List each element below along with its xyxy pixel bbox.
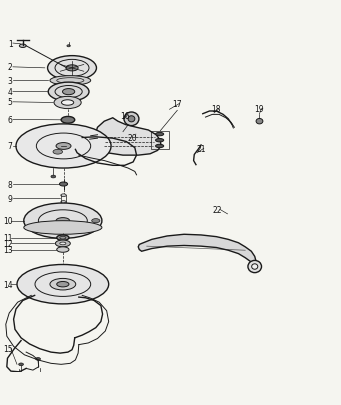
Ellipse shape bbox=[155, 145, 164, 148]
Ellipse shape bbox=[19, 363, 24, 366]
Ellipse shape bbox=[16, 125, 111, 168]
Ellipse shape bbox=[66, 66, 78, 72]
Ellipse shape bbox=[48, 83, 89, 102]
Ellipse shape bbox=[61, 194, 66, 197]
Text: 15: 15 bbox=[3, 344, 13, 353]
Text: 2: 2 bbox=[8, 63, 13, 72]
Ellipse shape bbox=[50, 279, 76, 290]
Ellipse shape bbox=[92, 219, 100, 223]
Ellipse shape bbox=[17, 265, 109, 304]
Ellipse shape bbox=[36, 358, 41, 360]
Ellipse shape bbox=[24, 204, 102, 239]
Ellipse shape bbox=[59, 183, 68, 187]
Text: 18: 18 bbox=[212, 105, 221, 114]
Ellipse shape bbox=[47, 56, 97, 81]
Text: 4: 4 bbox=[8, 87, 13, 96]
Text: 22: 22 bbox=[213, 205, 222, 214]
Ellipse shape bbox=[124, 113, 139, 126]
Ellipse shape bbox=[128, 117, 135, 123]
Text: 19: 19 bbox=[254, 105, 264, 114]
Ellipse shape bbox=[56, 143, 71, 150]
Ellipse shape bbox=[252, 264, 258, 270]
Ellipse shape bbox=[57, 235, 69, 241]
Text: 17: 17 bbox=[172, 100, 181, 109]
Text: 9: 9 bbox=[8, 194, 13, 203]
Bar bbox=[151, 131, 169, 150]
Polygon shape bbox=[138, 234, 257, 273]
Text: 21: 21 bbox=[196, 145, 206, 153]
Text: 20: 20 bbox=[128, 134, 137, 143]
Ellipse shape bbox=[67, 46, 70, 48]
Text: 7: 7 bbox=[8, 142, 13, 151]
Text: 3: 3 bbox=[8, 77, 13, 86]
Text: 8: 8 bbox=[8, 180, 13, 189]
Ellipse shape bbox=[24, 221, 102, 234]
Ellipse shape bbox=[57, 282, 69, 287]
Ellipse shape bbox=[256, 119, 263, 125]
Text: 6: 6 bbox=[8, 116, 13, 125]
Ellipse shape bbox=[56, 218, 70, 224]
Ellipse shape bbox=[155, 133, 164, 136]
Ellipse shape bbox=[61, 117, 75, 124]
Text: 16: 16 bbox=[120, 112, 130, 121]
Ellipse shape bbox=[54, 97, 81, 109]
Ellipse shape bbox=[51, 176, 56, 179]
Ellipse shape bbox=[50, 77, 91, 86]
Text: 11: 11 bbox=[3, 234, 13, 243]
Ellipse shape bbox=[61, 100, 74, 106]
Ellipse shape bbox=[61, 201, 66, 204]
Ellipse shape bbox=[53, 150, 62, 155]
Ellipse shape bbox=[55, 241, 70, 247]
Ellipse shape bbox=[248, 261, 262, 273]
Ellipse shape bbox=[57, 247, 69, 253]
Text: 13: 13 bbox=[3, 245, 13, 254]
Ellipse shape bbox=[60, 243, 66, 245]
Ellipse shape bbox=[19, 45, 26, 48]
Text: 1: 1 bbox=[8, 39, 13, 49]
Polygon shape bbox=[95, 119, 161, 156]
Text: 14: 14 bbox=[3, 280, 13, 289]
Ellipse shape bbox=[62, 90, 75, 96]
Text: 5: 5 bbox=[8, 98, 13, 107]
Text: 10: 10 bbox=[3, 217, 13, 226]
Ellipse shape bbox=[155, 139, 164, 143]
Text: 12: 12 bbox=[3, 239, 13, 248]
